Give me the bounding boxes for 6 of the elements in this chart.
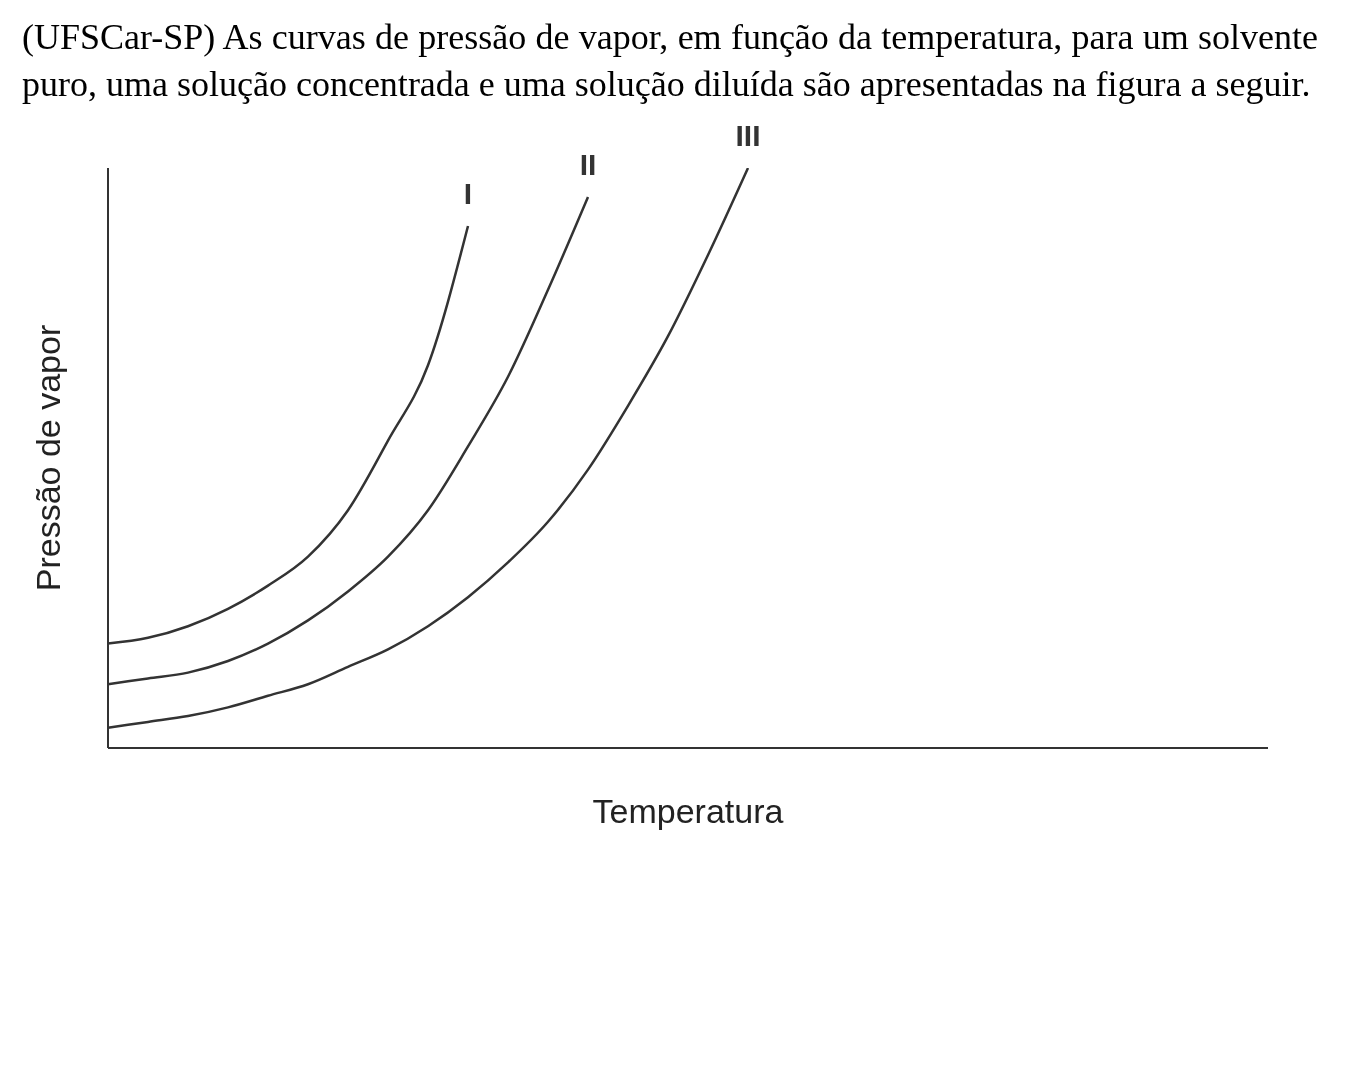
series-label: II <box>579 147 597 181</box>
y-axis-title: Pressão de vapor <box>29 324 68 591</box>
series-label: I <box>463 176 473 210</box>
chart-title: (UFSCar-SP) As curvas de pressão de vapor, em função da temperatura, para um solvente puro, uma solução concentrada e uma solução diluída são apresentadas na figura a seguir. <box>21 16 1319 106</box>
series-label: III <box>735 118 761 152</box>
x-axis-title: Temperatura <box>592 791 784 830</box>
